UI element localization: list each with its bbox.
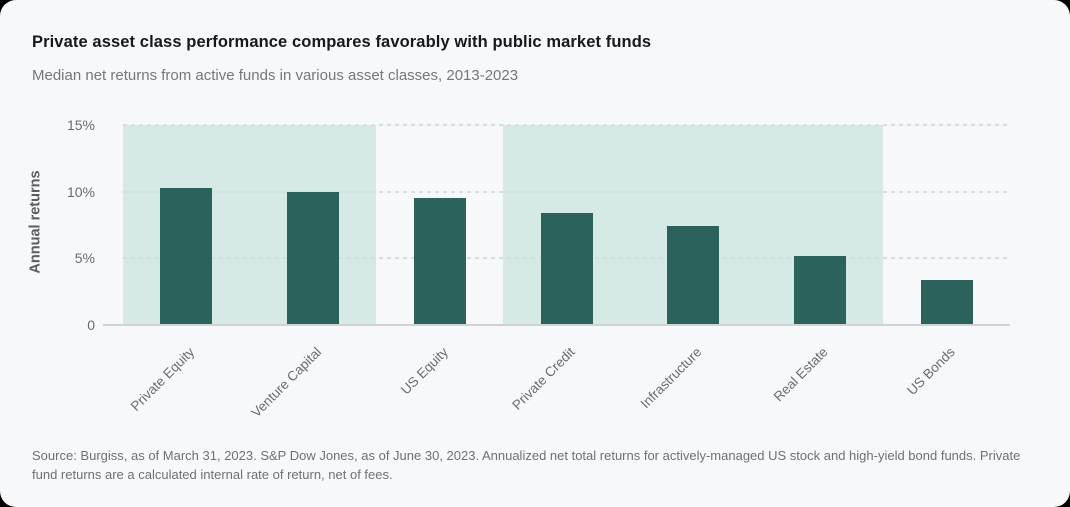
gridline-10 — [123, 191, 1010, 193]
gridline-15 — [123, 124, 1010, 126]
y-tick-label: 15% — [66, 117, 95, 133]
bar-private-credit — [540, 213, 593, 325]
bar-venture-capital — [287, 191, 340, 325]
plot-area — [123, 124, 1010, 325]
x-axis-label: Private Credit — [509, 344, 578, 413]
x-axis-labels: Private Equity Venture Capital US Equity Pr… — [123, 325, 1010, 445]
bar-infrastructure — [667, 226, 720, 325]
x-axis-label: Infrastructure — [637, 344, 705, 412]
x-axis-label: Private Equity — [127, 344, 198, 414]
y-axis-tick-labels: 15% 10% 5% 0 — [0, 117, 95, 333]
x-axis-label: Real Estate — [770, 344, 831, 405]
y-tick-label: 0 — [87, 317, 95, 333]
x-axis-line — [103, 324, 1010, 326]
source-note: Source: Burgiss, as of March 31, 2023. S… — [32, 448, 1021, 482]
bar-private-equity — [160, 187, 213, 325]
bar-us-bonds — [920, 279, 973, 325]
x-axis-label: US Equity — [397, 344, 451, 398]
x-axis-label: Venture Capital — [248, 344, 325, 421]
y-tick-label: 10% — [66, 184, 95, 200]
y-tick-label: 5% — [74, 250, 95, 266]
chart-subtitle: Median net returns from active funds in … — [32, 67, 519, 84]
chart-title: Private asset class performance compares… — [32, 33, 652, 51]
bar-real-estate — [793, 255, 846, 325]
x-axis-label: US Bonds — [903, 344, 958, 398]
bar-us-equity — [413, 198, 466, 325]
